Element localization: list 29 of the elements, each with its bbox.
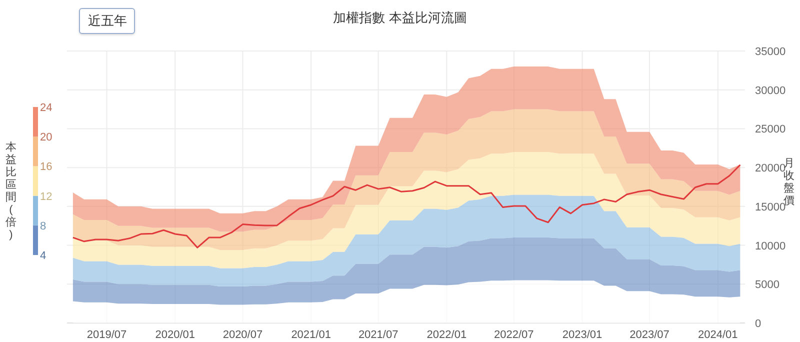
y-tick-label: 10000 bbox=[755, 240, 786, 252]
y-tick-label: 0 bbox=[755, 318, 762, 330]
color-bar-label: 4 bbox=[40, 250, 46, 262]
color-bar-title: 本益比區間(倍) bbox=[6, 140, 16, 241]
y-tick-label: 25000 bbox=[755, 124, 786, 136]
color-bar-label: 20 bbox=[40, 132, 52, 144]
y-axis-title: 月收盤價 bbox=[784, 157, 794, 207]
line-series bbox=[72, 164, 741, 248]
x-tick-label: 2021/07 bbox=[358, 329, 398, 341]
x-tick-label: 2023/07 bbox=[630, 329, 670, 341]
text: 近五年 bbox=[79, 8, 135, 34]
color-bar-label: 8 bbox=[40, 220, 46, 232]
x-tick-label: 2022/01 bbox=[426, 329, 467, 341]
y-tick-label: 15000 bbox=[755, 201, 786, 214]
y-tick-label: 5000 bbox=[755, 279, 780, 292]
x-tick-label: 2020/07 bbox=[222, 329, 263, 341]
x-tick-label: 2020/01 bbox=[155, 329, 195, 341]
chart-title: 加權指數 本益比河流圖 bbox=[333, 10, 467, 25]
color-bar-label: 16 bbox=[40, 161, 52, 174]
y-tick-label: 20000 bbox=[755, 162, 786, 175]
x-tick-label: 2023/01 bbox=[562, 329, 602, 341]
y-tick-label: 35000 bbox=[755, 46, 786, 58]
x-tick-label: 2021/01 bbox=[291, 329, 331, 341]
color-bar-label: 24 bbox=[40, 102, 52, 114]
y-tick-label: 30000 bbox=[755, 84, 786, 97]
color-bar-label: 12 bbox=[40, 190, 52, 203]
x-tick-label: 2022/07 bbox=[494, 329, 534, 341]
x-tick-label: 2019/07 bbox=[86, 329, 127, 341]
x-tick-label: 2024/01 bbox=[698, 329, 738, 341]
